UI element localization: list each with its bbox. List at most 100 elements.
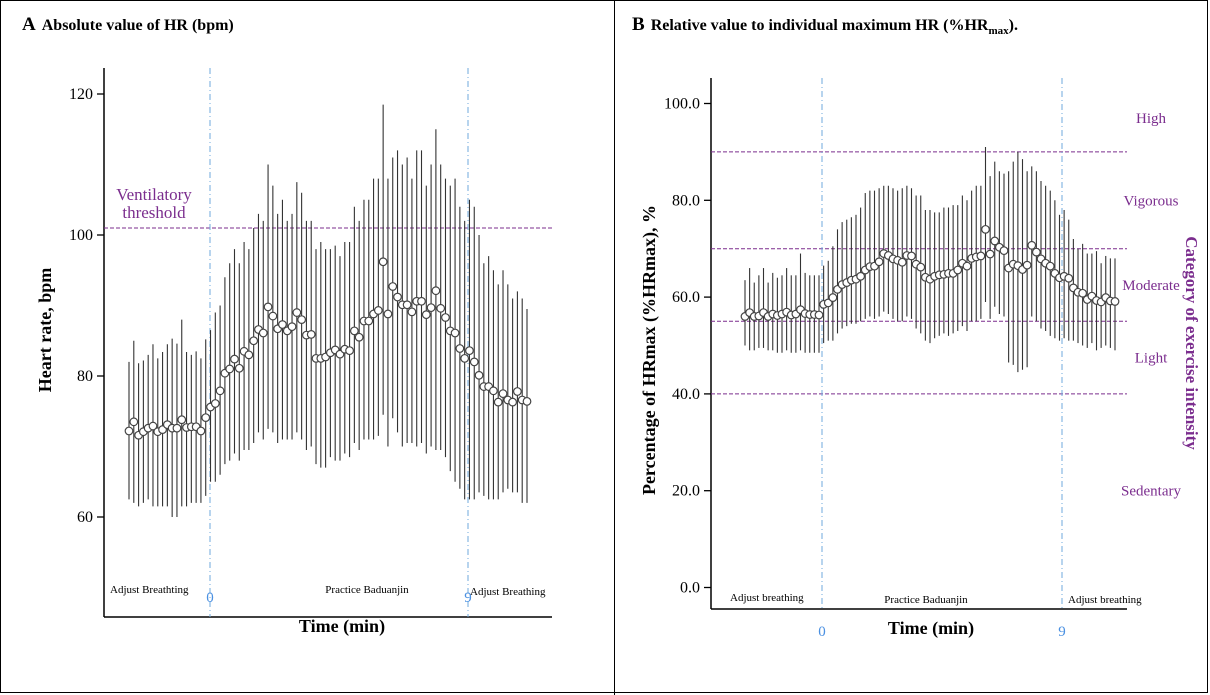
b-mean-point (1027, 240, 1037, 250)
a-mean-point (124, 426, 134, 436)
a-mean-point (489, 386, 498, 396)
panel-b-title-main: Relative value to individual maximum HR … (650, 17, 989, 34)
a-phase-label-3: Adjust Breathing (470, 586, 546, 598)
a-mean-point (465, 346, 474, 356)
panel-b-title-sub: max (988, 25, 1009, 38)
b-mean-point (856, 271, 866, 281)
a-mean-point (474, 370, 484, 380)
a-mean-point (234, 363, 244, 373)
a-y-axis-title: Heart rate, bpm (35, 268, 55, 392)
a-mean-point (354, 332, 364, 342)
a-mean-point (407, 307, 417, 317)
b-category-label-moderate: Moderate (1122, 278, 1180, 294)
a-mean-point (278, 320, 287, 329)
b-y-tick-label: 80.0 (672, 192, 700, 209)
b-mean-point (962, 261, 972, 271)
a-y-tick-label: 120 (69, 86, 93, 103)
a-mean-point (522, 396, 532, 406)
a-mean-point (225, 364, 235, 374)
b-y-axis-title: Percentage of HRmax (%HRmax), % (639, 205, 660, 495)
a-mean-point (417, 296, 426, 306)
b-mean-point (1110, 297, 1120, 306)
a-mean-point (460, 353, 470, 363)
a-mean-point (196, 426, 206, 436)
b-mean-point (874, 257, 884, 267)
a-y-tick-label: 60 (77, 509, 93, 526)
b-right-axis-title: Category of exercise intensity (1182, 236, 1201, 450)
a-mean-point (388, 282, 398, 291)
a-mean-point (268, 311, 278, 321)
a-mean-point (249, 336, 259, 346)
a-mean-point (373, 306, 383, 315)
a-mean-point (393, 292, 402, 302)
b-mean-point (916, 262, 926, 272)
a-x-tick-label: 9 (464, 590, 472, 606)
a-mean-point (364, 316, 374, 326)
a-mean-point (455, 344, 465, 353)
b-mean-point (976, 251, 986, 261)
panel-divider (614, 0, 615, 695)
a-mean-point (129, 417, 139, 427)
a-mean-point (215, 386, 225, 396)
b-category-label-vigorous: Vigorous (1124, 193, 1179, 209)
a-mean-point (297, 315, 307, 325)
a-mean-point (450, 328, 460, 338)
panel-a-letter: A (22, 14, 36, 35)
b-x-tick-label: 0 (818, 624, 826, 640)
b-category-label-light: Light (1135, 351, 1168, 367)
a-mean-point (441, 313, 450, 322)
panel-b-title-end: ). (1008, 17, 1018, 34)
a-mean-point (244, 350, 254, 360)
b-mean-point (907, 251, 916, 261)
b-mean-point (990, 236, 1000, 246)
b-mean-point (1078, 288, 1088, 298)
a-mean-point (378, 257, 388, 267)
b-y-tick-label: 40.0 (672, 386, 700, 403)
b-mean-point (953, 265, 963, 275)
a-mean-point (172, 423, 182, 433)
b-category-label-high: High (1136, 111, 1167, 127)
a-mean-point (498, 389, 508, 399)
a-mean-point (436, 303, 446, 313)
a-mean-point (513, 387, 522, 396)
b-mean-point (814, 310, 824, 320)
a-mean-point (383, 309, 393, 319)
a-mean-point (508, 397, 518, 407)
b-mean-point (828, 293, 838, 302)
b-y-tick-label: 100.0 (664, 96, 700, 113)
b-y-tick-label: 20.0 (672, 483, 700, 500)
panel-a-title-text: Absolute value of HR (bpm) (41, 17, 234, 34)
a-reference-label-line2: threshold (122, 203, 186, 222)
a-reference-label-line1: Ventilatory (116, 185, 192, 204)
a-mean-point (306, 330, 316, 339)
a-mean-point (201, 413, 211, 422)
a-mean-point (210, 399, 220, 408)
a-mean-point (469, 357, 479, 367)
b-phase-label-3: Adjust breathing (1068, 594, 1142, 606)
a-mean-point (287, 322, 297, 332)
a-y-tick-label: 100 (69, 227, 93, 244)
a-mean-point (426, 303, 436, 313)
b-mean-point (981, 224, 990, 234)
a-mean-point (431, 286, 441, 296)
a-mean-point (258, 328, 268, 338)
b-mean-point (1064, 273, 1074, 283)
a-mean-point (292, 308, 302, 317)
a-phase-label-2: Practice Baduanjin (325, 584, 409, 596)
a-mean-point (177, 415, 187, 425)
b-mean-point (985, 249, 995, 259)
a-mean-point (345, 346, 354, 356)
b-category-label-sedentary: Sedentary (1121, 484, 1181, 500)
b-mean-point (897, 257, 907, 267)
b-x-tick-label: 9 (1058, 624, 1066, 640)
b-x-axis-title: Time (min) (888, 618, 974, 639)
b-mean-point (1022, 260, 1032, 270)
a-x-tick-label: 0 (206, 590, 214, 606)
a-mean-point (493, 397, 503, 407)
b-mean-point (1045, 261, 1055, 271)
a-x-axis-title: Time (min) (299, 616, 385, 637)
a-mean-point (402, 300, 412, 310)
b-mean-point (999, 246, 1009, 256)
b-phase-label-1: Adjust breathing (730, 592, 804, 604)
